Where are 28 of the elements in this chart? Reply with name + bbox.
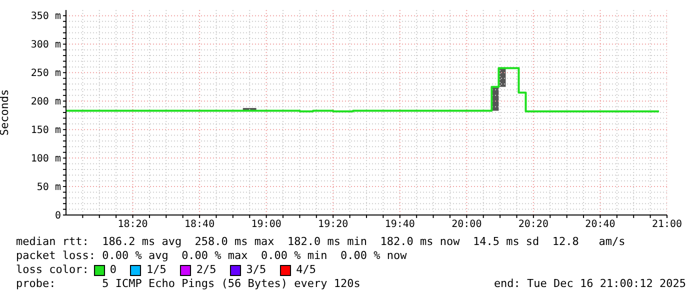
legend-label: 1/5 (146, 263, 166, 277)
x-tick-label: 19:00 (251, 219, 282, 230)
legend-label: 2/5 (196, 263, 216, 277)
y-tick-label: 350 m (30, 11, 61, 22)
x-tick-label: 20:00 (452, 219, 482, 230)
x-tick-label: 20:40 (585, 219, 616, 230)
x-tick-label: 21:00 (652, 219, 682, 230)
legend-label: 4/5 (296, 263, 316, 277)
y-tick-label: 100 m (30, 154, 61, 165)
legend-title: loss color: (16, 263, 89, 277)
y-tick-label: 200 m (30, 96, 61, 108)
x-tick-label: 18:20 (118, 219, 148, 230)
legend-label: 3/5 (246, 263, 266, 277)
x-tick-label: 20:20 (518, 219, 548, 230)
text: end: Tue Dec 16 21:00:12 2025 (494, 277, 686, 291)
y-tick-label: 0 (54, 210, 61, 222)
y-axis-title: Seconds (0, 89, 11, 136)
y-tick-label: 250 m (30, 68, 61, 80)
y-tick-label: 150 m (30, 125, 61, 136)
x-tick-label: 18:40 (184, 219, 215, 230)
y-tick-label: 300 m (30, 40, 61, 51)
text: median rtt: 186.2 ms avg 258.0 ms max 182.0 ms min 182.0 ms now 14.5 ms sd 12.8 am/s (16, 235, 626, 249)
text: packet loss: 0.00 % avg 0.00 % max 0.00 % min 0.00 % now (16, 249, 408, 263)
x-tick-label: 19:20 (318, 219, 348, 230)
x-tick-label: 19:40 (384, 219, 415, 230)
y-tick-label: 50 m (36, 182, 61, 194)
legend-label: 0 (110, 263, 116, 277)
text: probe: 5 ICMP Echo Pings (56 Bytes) every 120s (16, 277, 360, 291)
